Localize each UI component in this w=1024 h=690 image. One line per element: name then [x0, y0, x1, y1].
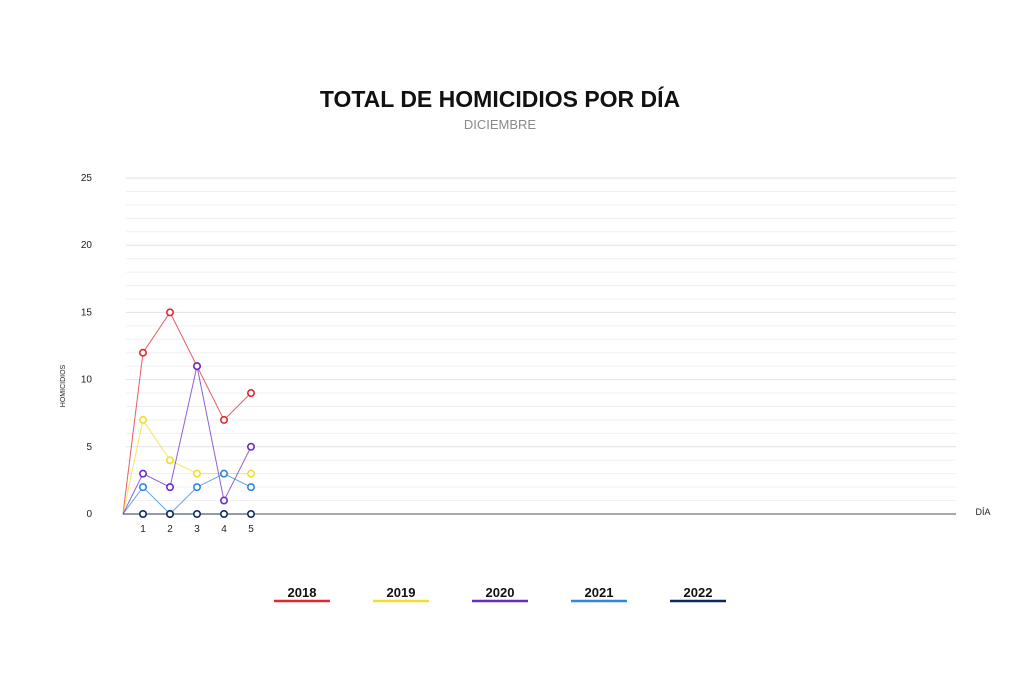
y-tick-label: 5 — [86, 442, 92, 453]
x-tick-label: 2 — [167, 524, 173, 535]
series-line — [122, 418, 251, 515]
data-point — [247, 469, 256, 478]
data-point — [247, 483, 256, 492]
legend: 2018 2019 2020 2021 2022 — [274, 585, 726, 603]
data-point — [139, 415, 148, 424]
series-line — [122, 366, 252, 515]
y-tick-label: 15 — [81, 307, 93, 318]
data-point — [220, 509, 229, 518]
legend-item: 2018 — [274, 585, 330, 603]
data-point — [220, 469, 229, 478]
data-point — [166, 456, 175, 465]
data-point — [247, 442, 256, 451]
series-group — [122, 308, 256, 518]
y-tick-label: 20 — [81, 240, 93, 251]
series-line — [122, 473, 252, 515]
data-point — [166, 483, 175, 492]
data-point — [139, 509, 148, 518]
data-point — [166, 308, 175, 317]
data-point — [247, 389, 256, 398]
x-tick-label: 5 — [248, 524, 254, 535]
data-point — [166, 509, 175, 518]
data-point — [220, 496, 229, 505]
chart-subtitle: DICIEMBRE — [464, 117, 537, 132]
data-point — [247, 509, 256, 518]
legend-item: 2020 — [472, 585, 528, 603]
series-line — [122, 311, 252, 515]
legend-item: 2019 — [373, 585, 429, 603]
x-axis-ticks: 1 2 3 4 5 — [140, 524, 254, 535]
legend-label: 2019 — [387, 585, 416, 600]
data-point — [193, 509, 202, 518]
y-tick-label: 0 — [86, 509, 92, 520]
legend-label: 2020 — [486, 585, 515, 600]
x-tick-label: 4 — [221, 524, 227, 535]
legend-item: 2022 — [670, 585, 726, 603]
legend-item: 2021 — [571, 585, 627, 603]
gridlines — [126, 177, 956, 502]
series-2018 — [122, 308, 256, 515]
data-point — [193, 469, 202, 478]
legend-label: 2022 — [684, 585, 713, 600]
series-2020 — [122, 362, 256, 515]
data-point — [193, 362, 202, 371]
y-axis-ticks: 0 5 10 15 20 25 — [81, 173, 93, 520]
chart-title: TOTAL DE HOMICIDIOS POR DÍA — [320, 85, 680, 112]
series-2022 — [123, 509, 256, 518]
y-tick-label: 10 — [81, 375, 93, 386]
data-point — [139, 483, 148, 492]
y-axis-label: HOMICIDIOS — [60, 364, 67, 407]
series-2019 — [122, 415, 256, 515]
data-point — [193, 483, 202, 492]
x-tick-label: 3 — [194, 524, 200, 535]
legend-label: 2018 — [288, 585, 317, 600]
x-tick-label: 1 — [140, 524, 146, 535]
legend-label: 2021 — [585, 585, 614, 600]
data-point — [139, 348, 148, 357]
data-point — [139, 469, 148, 478]
x-axis-label: DÍA — [975, 507, 990, 517]
y-tick-label: 25 — [81, 173, 93, 184]
data-point — [220, 415, 229, 424]
